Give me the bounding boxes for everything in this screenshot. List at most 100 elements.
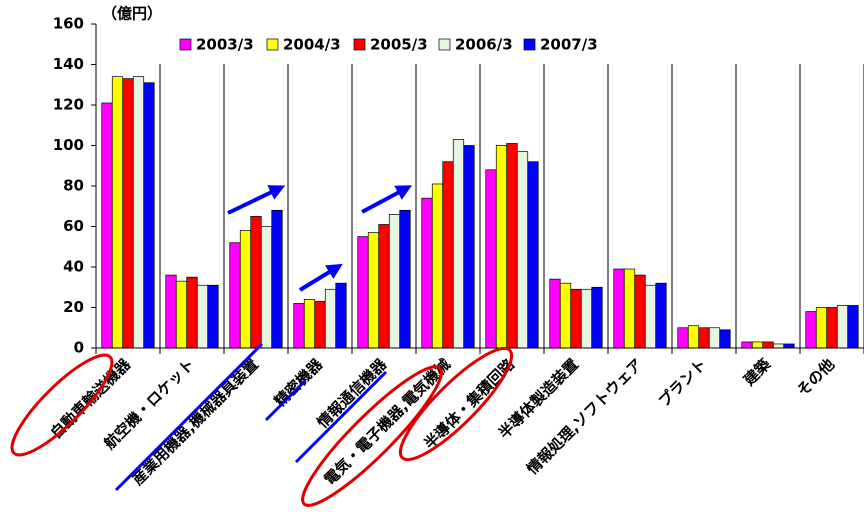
bar (175, 280, 188, 349)
y-tick-label: 80 (63, 177, 84, 195)
bar (570, 288, 582, 349)
bar (335, 282, 347, 349)
bar (367, 232, 380, 349)
y-tick-label: 20 (63, 298, 84, 316)
trend-arrow (227, 185, 286, 215)
bar (527, 161, 539, 349)
bar (805, 311, 817, 349)
legend-label: 2007/3 (540, 36, 598, 54)
underline (294, 370, 388, 464)
bar (421, 197, 433, 349)
bar (591, 286, 603, 349)
legend-label: 2006/3 (455, 36, 513, 54)
y-tick-label: 140 (53, 55, 84, 73)
legend-label: 2003/3 (196, 36, 254, 54)
y-tick-label: 160 (53, 15, 84, 33)
bar (388, 214, 401, 349)
underline (114, 342, 264, 492)
arrows (227, 185, 413, 292)
legend-label: 2004/3 (283, 36, 341, 54)
highlight-ellipse (301, 365, 443, 507)
bar (271, 209, 283, 349)
bar (186, 276, 198, 349)
bar (303, 299, 316, 349)
bar (815, 307, 828, 349)
legend-swatch (523, 38, 536, 51)
bar (549, 278, 561, 349)
bar (101, 102, 113, 349)
bar (687, 325, 700, 349)
bar (741, 341, 753, 349)
bar (719, 329, 731, 349)
y-tick-label: 120 (53, 96, 84, 114)
bar (623, 268, 636, 349)
bar (122, 78, 134, 349)
legend-swatch (438, 38, 451, 51)
bar (644, 284, 657, 349)
bar (783, 343, 795, 349)
bar (506, 143, 518, 349)
bar (655, 282, 667, 349)
bar (399, 209, 411, 349)
bar (698, 327, 710, 349)
bar (826, 307, 838, 349)
bar (442, 161, 454, 349)
bar (452, 139, 465, 349)
underline (264, 379, 307, 422)
annotations (10, 342, 514, 507)
x-tick-label: 電気・電子機器,電気機械 (321, 355, 454, 488)
bar (634, 274, 646, 349)
x-tick-label: その他 (793, 355, 838, 400)
legend-swatch (179, 38, 192, 51)
x-tick-label: 精密機器 (271, 355, 327, 411)
legend-label: 2005/3 (370, 36, 428, 54)
bar (260, 226, 273, 349)
bar (196, 284, 209, 349)
y-tick-label: 40 (63, 258, 84, 276)
bar (847, 305, 859, 349)
x-tick-label: 建築 (740, 355, 775, 390)
bar (378, 224, 390, 349)
bar (836, 305, 849, 349)
bar (485, 169, 497, 349)
x-tick-label: 情報処理,ソフトウェア (523, 355, 646, 478)
bar (516, 151, 529, 349)
plot: 0 20 40 60 80 100 120 140 160 2003/3 2004/3 2005/3 2… (47, 15, 864, 489)
bar (314, 301, 326, 349)
bar (613, 268, 625, 349)
bar (250, 216, 262, 349)
x-tick-label: 産業用機器,機械器具装置 (129, 355, 262, 488)
highlight-ellipse (10, 353, 114, 457)
bar (463, 145, 475, 349)
bar (762, 341, 774, 349)
legend-swatch (353, 38, 366, 51)
bar (324, 288, 337, 349)
bar (239, 230, 252, 349)
bar (229, 242, 241, 349)
bar (495, 145, 508, 349)
bar (165, 274, 177, 349)
bar (293, 303, 305, 349)
bar (580, 288, 593, 349)
bar (559, 282, 572, 349)
bar (708, 327, 721, 349)
bar (143, 82, 155, 349)
bar (357, 236, 369, 349)
bar (111, 76, 124, 349)
y-unit: （億円） (102, 5, 162, 23)
bar (751, 341, 764, 349)
trend-arrow (361, 185, 413, 214)
y-tick-label: 0 (74, 339, 84, 357)
bar (132, 76, 145, 349)
bar (772, 343, 785, 349)
y-tick-label: 60 (63, 217, 84, 235)
x-tick-label: プラント (655, 355, 710, 410)
legend-swatch (266, 38, 279, 51)
bar (677, 327, 689, 349)
trend-arrow (298, 263, 343, 292)
bar (207, 284, 219, 349)
bar (431, 183, 444, 349)
highlight-ellipse (398, 346, 514, 462)
y-tick-label: 100 (53, 136, 84, 154)
